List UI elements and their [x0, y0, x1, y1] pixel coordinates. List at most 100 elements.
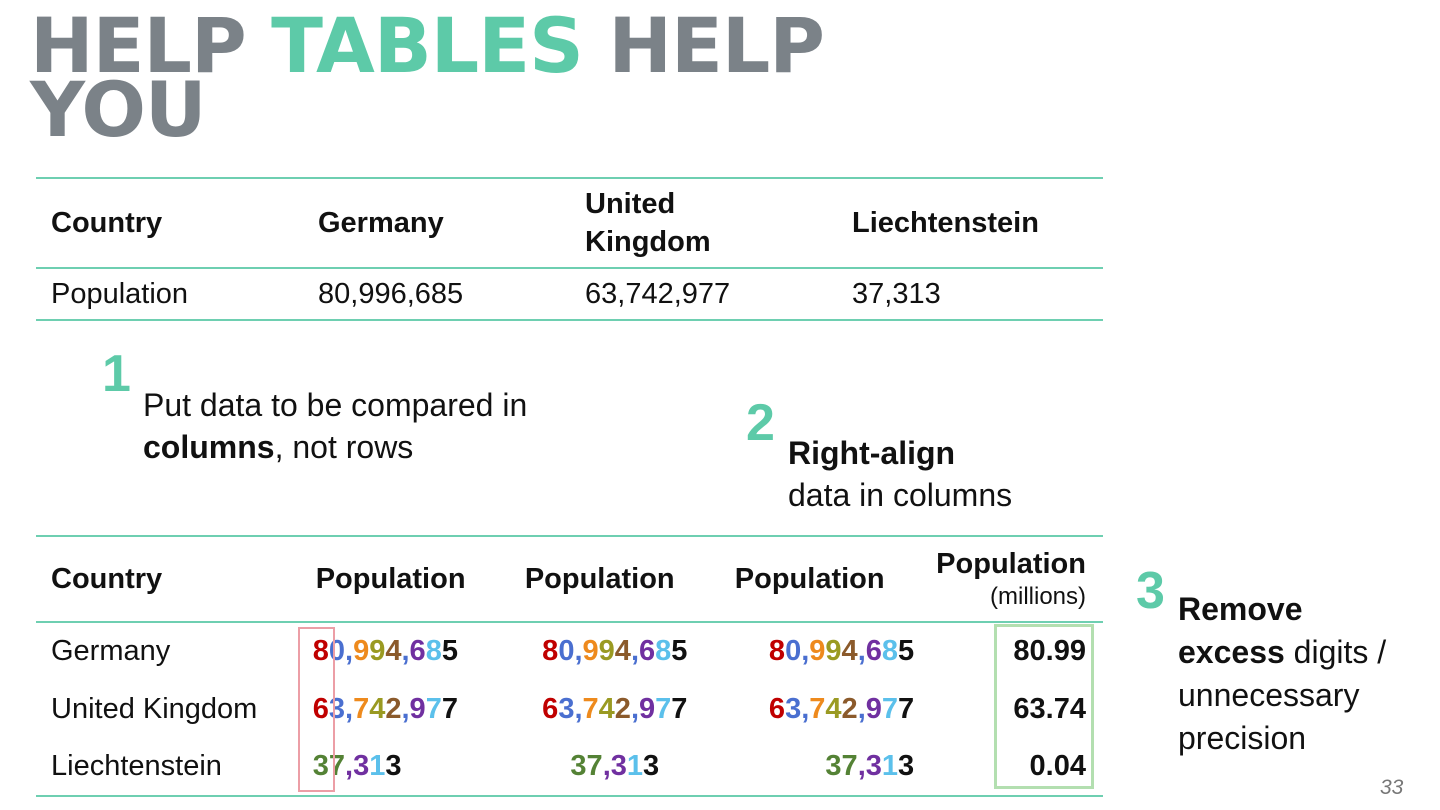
title-you: YOU — [30, 65, 207, 154]
header-germany: Germany — [318, 207, 444, 239]
col-header-population-2: Population — [524, 562, 675, 595]
digit: 9 — [353, 635, 370, 667]
digit: 3 — [353, 750, 370, 782]
table-row: Population 80,996,685 63,742,977 37,313 — [36, 268, 1103, 320]
separator: , — [630, 692, 639, 725]
digit: 6 — [865, 635, 882, 667]
digit: 3 — [558, 692, 575, 725]
separator: , — [345, 635, 354, 667]
row-population-millions: 63.74 — [1013, 692, 1086, 725]
separator: , — [401, 692, 410, 725]
table-row: United Kingdom 63,742,977 63,742,977 63,742… — [36, 680, 1103, 738]
tip-1-line-b: , not rows — [274, 429, 414, 465]
row-population-1: 63,742,977 — [301, 680, 510, 738]
rows-table: Country Germany United Kingdom Liechtens… — [36, 177, 1103, 321]
digit: 2 — [841, 692, 858, 725]
digit: 0 — [558, 635, 575, 667]
digit: 8 — [312, 635, 329, 667]
digit: 7 — [809, 692, 826, 725]
digit: 9 — [582, 635, 599, 667]
digit: 1 — [369, 750, 386, 782]
digit: 3 — [328, 692, 345, 725]
columns-table-header: Country Population Population Population… — [36, 536, 1103, 622]
digit: 6 — [312, 692, 329, 725]
tip-1-line-a: Put data to be compared in — [143, 387, 528, 423]
title-tables: TABLES — [271, 1, 584, 90]
digit: 9 — [409, 692, 426, 725]
digit: 8 — [655, 635, 672, 667]
col-header-millions-sub: (millions) — [990, 583, 1086, 610]
digit: 8 — [425, 635, 442, 667]
tip-1-number: 1 — [102, 345, 131, 403]
digit: 3 — [570, 750, 587, 782]
tip-2-bold: Right-align — [788, 435, 956, 471]
digit: 3 — [785, 692, 802, 725]
digit: 4 — [614, 635, 631, 667]
digit: 5 — [898, 635, 915, 667]
digit: 7 — [671, 692, 688, 725]
tip-2-number: 2 — [746, 394, 775, 452]
separator: , — [857, 750, 866, 782]
title-help-1: HELP — [30, 1, 272, 90]
digit: 6 — [409, 635, 426, 667]
tip-2-line-b: data in columns — [788, 477, 1013, 513]
digit: 9 — [865, 692, 882, 725]
row-population-millions: 0.04 — [1029, 750, 1086, 782]
separator: , — [857, 692, 866, 725]
separator: , — [574, 635, 583, 667]
col-header-population-millions: Population (millions) — [936, 536, 1103, 622]
separator: , — [801, 635, 810, 667]
row-population-2: 80,994,685 — [510, 622, 720, 680]
digit: 3 — [825, 750, 842, 782]
col-header-population-1: Population — [315, 562, 466, 595]
cell-uk: 63,742,977 — [585, 277, 731, 310]
page-number: 33 — [1380, 776, 1404, 799]
digit: 3 — [898, 750, 915, 782]
digit: 7 — [841, 750, 858, 782]
digit: 3 — [312, 750, 329, 782]
row-population-1: 37,313 — [301, 738, 510, 796]
separator: , — [630, 635, 639, 667]
digit: 7 — [441, 692, 458, 725]
title-help-2: HELP — [582, 1, 825, 90]
cell-liechtenstein: 37,313 — [852, 277, 941, 310]
digit: 6 — [542, 692, 559, 725]
digit: 7 — [586, 750, 603, 782]
row-country: United Kingdom — [51, 692, 258, 725]
digit: 3 — [610, 750, 627, 782]
row-population-2: 37,313 — [510, 738, 720, 796]
digit: 5 — [671, 635, 688, 667]
rows-table-header: Country Germany United Kingdom Liechtens… — [36, 178, 1103, 268]
tip-3-number: 3 — [1136, 562, 1165, 620]
digit: 7 — [353, 692, 370, 725]
tip-3-text: Remove excess digits / unnecessary preci… — [1178, 588, 1386, 760]
separator: , — [345, 692, 354, 725]
digit: 9 — [825, 635, 842, 667]
digit: 2 — [614, 692, 631, 725]
header-liechtenstein: Liechtenstein — [852, 207, 1039, 239]
digit: 4 — [825, 692, 842, 725]
digit: 5 — [441, 635, 458, 667]
digit: 7 — [655, 692, 672, 725]
digit: 9 — [598, 635, 615, 667]
col-header-population-3: Population — [734, 562, 885, 595]
separator: , — [401, 635, 410, 667]
digit: 0 — [328, 635, 345, 667]
row-population-millions: 80.99 — [1013, 635, 1086, 667]
tip-3-bold-a: Remove — [1178, 591, 1303, 627]
separator: , — [574, 692, 583, 725]
digit: 8 — [768, 635, 786, 667]
digit: 2 — [385, 692, 402, 725]
separator: , — [345, 750, 354, 782]
leading-digits-highlight — [298, 627, 335, 792]
row-label-population: Population — [51, 277, 189, 310]
tip-1-text: Put data to be compared in columns, not … — [143, 384, 527, 468]
digit: 9 — [639, 692, 656, 725]
row-population-3: 80,994,685 — [720, 622, 936, 680]
tip-1-bold: columns — [143, 429, 275, 465]
row-country: Liechtenstein — [51, 750, 222, 782]
digit: 3 — [385, 750, 402, 782]
millions-column-highlight — [994, 624, 1094, 789]
separator: , — [857, 635, 866, 667]
separator: , — [602, 750, 611, 782]
